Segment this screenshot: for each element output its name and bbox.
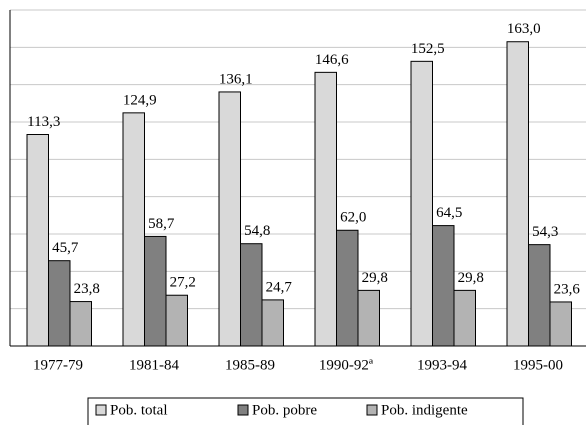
value-label: 54,3: [532, 224, 558, 240]
legend-label: Pob. total: [110, 402, 168, 418]
legend-swatch: [366, 404, 378, 416]
bar: [314, 71, 337, 347]
bar: [144, 235, 167, 347]
bar: [357, 289, 380, 347]
x-tick-label: 1977-79: [33, 357, 83, 373]
value-label: 24,7: [266, 279, 293, 295]
bar: [122, 112, 145, 347]
bar: [528, 244, 551, 347]
bar: [432, 225, 455, 347]
value-label: 163,0: [507, 21, 541, 37]
value-label: 23,6: [554, 281, 581, 297]
x-tick-label: 1981-84: [129, 357, 179, 373]
x-tick-label: 1985-89: [225, 357, 275, 373]
value-label: 146,6: [315, 52, 349, 68]
value-label: 29,8: [458, 270, 484, 286]
value-label: 64,5: [436, 205, 462, 221]
bar: [549, 301, 572, 347]
bar: [336, 229, 359, 347]
bar: [26, 134, 49, 347]
legend-swatch: [237, 404, 249, 416]
value-label: 45,7: [52, 240, 79, 256]
bar: [69, 301, 92, 347]
legend-label: Pob. indigente: [381, 402, 468, 418]
value-label: 54,8: [244, 223, 270, 239]
value-label: 23,8: [74, 281, 100, 297]
x-tick-label: 1993-94: [417, 357, 467, 373]
bar: [218, 91, 241, 347]
value-label: 58,7: [148, 216, 175, 232]
bar: [165, 294, 188, 347]
value-label: 62,0: [340, 210, 366, 226]
bar: [48, 260, 71, 347]
value-label: 27,2: [170, 275, 196, 291]
value-label: 152,5: [411, 41, 445, 57]
legend-label: Pob. pobre: [252, 402, 317, 418]
value-label: 124,9: [123, 92, 157, 108]
value-label: 29,8: [362, 270, 388, 286]
bar: [410, 60, 433, 347]
legend-box: [87, 397, 524, 425]
bar: [240, 243, 263, 347]
bar: [261, 299, 284, 347]
x-tick-label: 1990-92ª: [319, 357, 374, 373]
value-label: 136,1: [219, 71, 253, 87]
bar: [453, 289, 476, 347]
bar: [506, 41, 529, 347]
x-tick-label: 1995-00: [513, 357, 563, 373]
value-label: 113,3: [27, 114, 60, 130]
legend-swatch: [95, 404, 107, 416]
